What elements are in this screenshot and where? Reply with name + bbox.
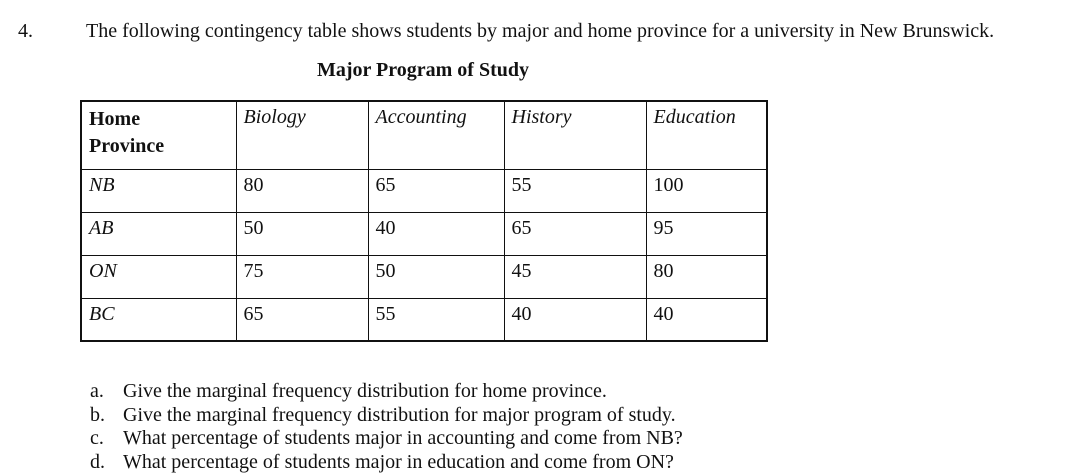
table-row-nb: NB 80 65 55 100	[80, 168, 768, 213]
question-intro: The following contingency table shows st…	[86, 20, 995, 42]
province-label: BC	[80, 297, 237, 342]
cell-value: 95	[645, 211, 768, 256]
item-text: What percentage of students major in edu…	[123, 450, 674, 473]
cell-value: 80	[235, 168, 369, 213]
item-text: What percentage of students major in acc…	[123, 427, 683, 450]
item-letter: d.	[90, 450, 105, 473]
column-header-accounting: Accounting	[367, 100, 505, 170]
corner-header-cell: Home Province	[80, 100, 237, 170]
table-row-bc: BC 65 55 40 40	[80, 297, 768, 342]
cell-value: 40	[503, 297, 647, 342]
cell-value: 75	[235, 254, 369, 299]
cell-value: 80	[645, 254, 768, 299]
item-text: Give the marginal frequency distribution…	[123, 403, 676, 426]
cell-value: 50	[367, 254, 505, 299]
cell-value: 55	[503, 168, 647, 213]
question-list: a. Give the marginal frequency distribut…	[90, 380, 683, 474]
table-header-row: Home Province Biology Accounting History…	[80, 100, 768, 170]
table-row-ab: AB 50 40 65 95	[80, 211, 768, 256]
cell-value: 100	[645, 168, 768, 213]
list-item-a: a. Give the marginal frequency distribut…	[90, 380, 683, 404]
question-number: 4.	[18, 20, 33, 42]
cell-value: 40	[645, 297, 768, 342]
cell-value: 50	[235, 211, 369, 256]
column-header-history: History	[503, 100, 647, 170]
item-letter: a.	[90, 380, 104, 402]
item-text: Give the marginal frequency distribution…	[123, 380, 607, 402]
province-label: NB	[80, 168, 237, 213]
column-header-education: Education	[645, 100, 768, 170]
cell-value: 65	[503, 211, 647, 256]
cell-value: 45	[503, 254, 647, 299]
province-label: ON	[80, 254, 237, 299]
corner-header-label: Home Province	[89, 108, 165, 157]
list-item-b: b. Give the marginal frequency distribut…	[90, 404, 683, 428]
cell-value: 65	[235, 297, 369, 342]
cell-value: 55	[367, 297, 505, 342]
cell-value: 40	[367, 211, 505, 256]
contingency-table: Home Province Biology Accounting History…	[80, 100, 768, 342]
column-header-biology: Biology	[235, 100, 369, 170]
item-letter: c.	[90, 427, 104, 450]
item-letter: b.	[90, 403, 105, 426]
cell-value: 65	[367, 168, 505, 213]
list-item-c: c. What percentage of students major in …	[90, 427, 683, 451]
table-title: Major Program of Study	[316, 59, 529, 81]
table-row-on: ON 75 50 45 80	[80, 254, 768, 299]
list-item-d: d. What percentage of students major in …	[90, 451, 683, 475]
province-label: AB	[80, 211, 237, 256]
